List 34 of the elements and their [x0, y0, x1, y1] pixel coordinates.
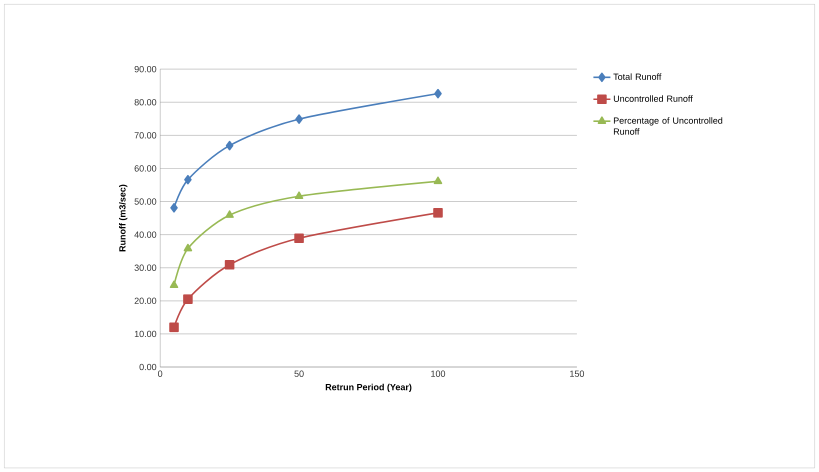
y-tick-label: 10.00: [134, 330, 156, 338]
point: [434, 88, 442, 98]
y-axis-title: Runoff (m3/sec): [118, 184, 128, 252]
point: [184, 244, 192, 252]
y-tick-label: 30.00: [134, 264, 156, 271]
point: [183, 294, 193, 304]
y-tick-label: 50.00: [134, 198, 156, 205]
legend-label: Percentage of Uncontrolled Runoff: [614, 117, 722, 135]
legend-label: Total Runoff: [613, 73, 662, 80]
point: [294, 191, 304, 199]
point: [184, 174, 192, 184]
point: [294, 233, 304, 243]
y-tick-label: 90.00: [134, 66, 156, 72]
x-tick-label: 150: [570, 370, 584, 377]
y-tick-label: 80.00: [134, 98, 156, 106]
x-axis-title: Retrun Period (Year): [326, 384, 412, 392]
x-tick-label: 50: [294, 370, 304, 377]
y-tick-label: 40.00: [134, 231, 156, 238]
point: [226, 140, 234, 150]
y-tick-label: 60.00: [134, 165, 156, 172]
x-tick-label: 100: [431, 370, 446, 377]
point: [225, 210, 234, 218]
y-tick-label: 0.00: [140, 364, 156, 370]
legend-label: Uncontrolled Runoff: [614, 95, 693, 102]
x-tick-label: 0: [158, 370, 162, 377]
y-tick-label: 20.00: [134, 298, 156, 304]
point: [170, 202, 178, 213]
point: [434, 176, 442, 184]
point: [295, 114, 303, 124]
y-tick-label: 70.00: [134, 132, 156, 138]
point: [224, 260, 234, 270]
point: [170, 280, 178, 288]
point: [169, 322, 179, 332]
point: [433, 208, 443, 218]
